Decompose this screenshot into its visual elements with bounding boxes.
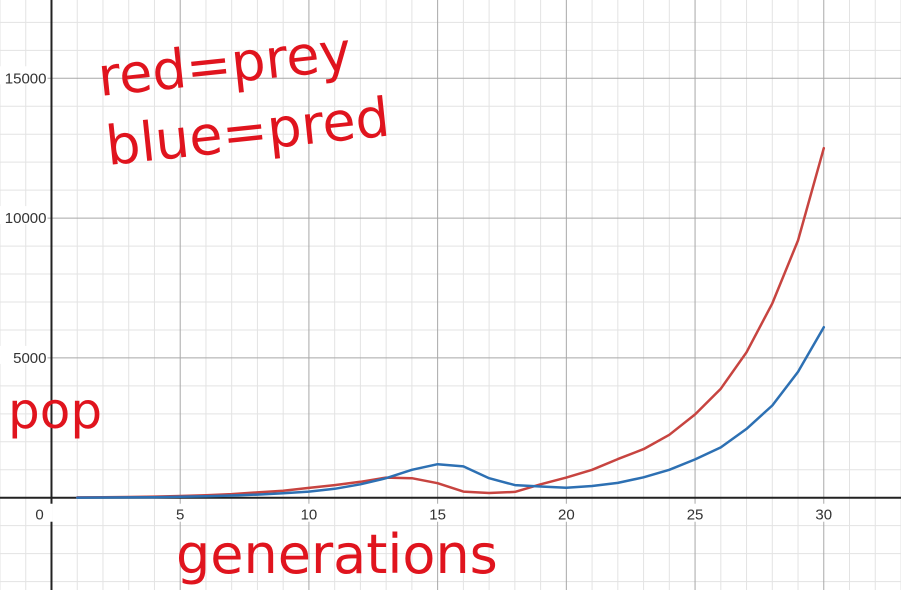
y-tick-label: 5000 — [13, 350, 46, 367]
y-tick-label: 15000 — [5, 70, 47, 87]
x-tick-label: 30 — [815, 507, 832, 524]
y-tick-label-bg — [0, 345, 48, 364]
series-line-pred — [75, 325, 826, 499]
x-tick-label: 20 — [558, 507, 575, 524]
y-tick-label: 10000 — [5, 210, 47, 227]
x-tick-label-bg — [424, 503, 451, 522]
x-axis-label: generations — [176, 523, 498, 586]
x-tick-label: 25 — [687, 507, 704, 524]
y-tick-label-bg — [0, 206, 48, 225]
x-tick-labels: 0 5 10 15 20 25 30 — [26, 503, 837, 524]
y-tick-labels: 5000 10000 15000 — [0, 66, 48, 367]
series-layer — [75, 146, 826, 499]
y-axis-label: pop — [8, 382, 102, 440]
x-tick-label-bg — [167, 503, 194, 522]
x-tick-label-bg — [553, 503, 580, 522]
x-tick-label-bg — [26, 503, 53, 522]
x-tick-label-bg — [295, 503, 322, 522]
x-tick-label-bg — [810, 503, 837, 522]
x-tick-label: 0 — [35, 507, 43, 524]
x-tick-label-bg — [682, 503, 709, 522]
x-tick-label: 15 — [429, 507, 446, 524]
x-tick-label: 5 — [176, 507, 184, 524]
y-tick-label-bg — [0, 66, 48, 85]
x-tick-label: 10 — [301, 507, 318, 524]
series-line-prey — [75, 146, 826, 499]
